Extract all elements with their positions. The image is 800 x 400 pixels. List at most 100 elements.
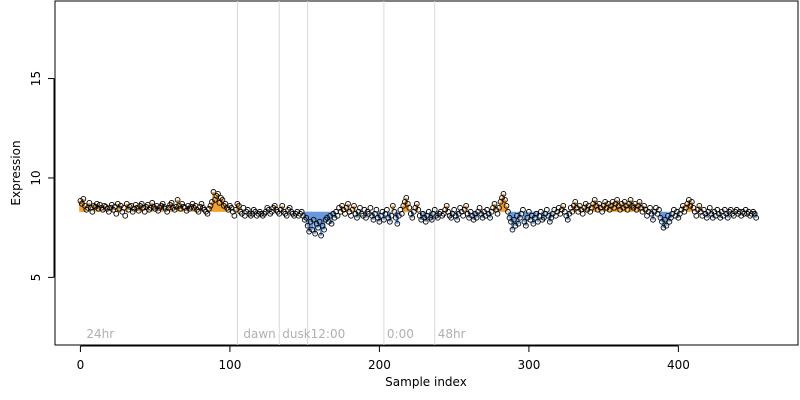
point-30: [122, 212, 129, 219]
y-tick-label-0: 5: [29, 274, 43, 282]
plot-frame: [54, 0, 799, 346]
point-29: [120, 204, 127, 211]
point-109: [240, 204, 247, 211]
point-152: [304, 222, 311, 229]
point-177: [342, 210, 348, 217]
point-200: [376, 218, 383, 225]
point-79: [195, 208, 202, 215]
point-205: [384, 206, 390, 213]
point-414: [696, 202, 703, 209]
x-axis: 0 100 200 300 400: [77, 345, 690, 372]
point-366: [624, 206, 631, 213]
point-163: [321, 226, 327, 233]
point-284: [502, 196, 508, 203]
point-68: [179, 200, 185, 207]
point-161: [318, 232, 324, 239]
point-283: [500, 191, 507, 197]
point-409: [689, 198, 695, 205]
point-419: [703, 214, 710, 221]
point-35: [129, 208, 136, 215]
point-18: [104, 205, 111, 212]
point-80: [197, 203, 203, 210]
point-289: [509, 226, 516, 233]
point-135: [279, 202, 286, 209]
point-6: [86, 199, 93, 206]
x-axis-label: Sample index: [385, 375, 467, 389]
point-2: [80, 195, 87, 202]
point-181: [348, 212, 354, 219]
point-16: [101, 202, 108, 209]
point-421: [706, 204, 713, 211]
point-212: [394, 220, 401, 227]
point-103: [231, 212, 238, 219]
annotation-1: dawn: [243, 327, 275, 341]
point-43: [141, 208, 148, 215]
point-210: [391, 208, 398, 215]
point-89: [210, 189, 217, 195]
point-207: [387, 218, 393, 225]
point-24: [113, 210, 120, 217]
point-433: [724, 214, 731, 221]
point-151: [303, 214, 310, 221]
point-191: [363, 214, 369, 221]
point-235: [428, 216, 435, 223]
annotation-2: dusk: [282, 327, 310, 341]
point-11: [94, 200, 100, 207]
point-194: [367, 204, 374, 211]
point-308: [538, 208, 544, 215]
point-8: [89, 208, 96, 215]
point-156: [310, 216, 317, 223]
point-336: [579, 210, 586, 217]
point-280: [496, 204, 502, 211]
annotation-0: 24hr: [86, 327, 114, 341]
point-296: [520, 206, 526, 213]
point-331: [572, 198, 579, 205]
point-300: [526, 208, 532, 215]
point-323: [560, 202, 567, 209]
point-172: [334, 212, 341, 219]
point-312: [543, 206, 550, 213]
y-tick-label-1: 10: [29, 170, 43, 185]
point-45: [144, 201, 151, 208]
point-383: [650, 216, 656, 223]
point-104: [233, 206, 239, 213]
point-159: [315, 224, 321, 231]
point-245: [443, 202, 450, 209]
point-55: [159, 200, 166, 207]
point-196: [370, 216, 377, 223]
point-179: [345, 200, 351, 207]
point-344: [591, 196, 598, 203]
point-138: [283, 212, 290, 219]
point-72: [185, 202, 191, 209]
y-tick-label-2: 15: [29, 71, 43, 86]
point-57: [162, 205, 169, 212]
point-160: [316, 218, 323, 225]
point-329: [569, 208, 576, 215]
point-303: [530, 220, 537, 227]
y-axis-label: Expression: [9, 140, 23, 205]
point-183: [351, 202, 357, 209]
point-5: [85, 204, 91, 211]
point-33: [126, 203, 133, 210]
point-64: [173, 203, 179, 210]
point-412: [693, 212, 700, 219]
point-85: [204, 210, 211, 217]
point-157: [312, 230, 318, 237]
point-187: [357, 204, 363, 211]
point-226: [415, 206, 422, 213]
point-274: [487, 214, 493, 221]
point-106: [236, 202, 242, 209]
point-222: [409, 214, 416, 221]
point-279: [494, 210, 501, 217]
point-326: [564, 216, 571, 223]
point-168: [328, 220, 335, 227]
point-250: [451, 206, 458, 213]
point-381: [647, 204, 653, 211]
point-306: [535, 218, 541, 225]
annotation-5: 48hr: [438, 327, 466, 341]
point-277: [491, 200, 498, 207]
point-39: [135, 207, 142, 214]
point-92: [215, 191, 221, 197]
point-225: [413, 200, 420, 207]
